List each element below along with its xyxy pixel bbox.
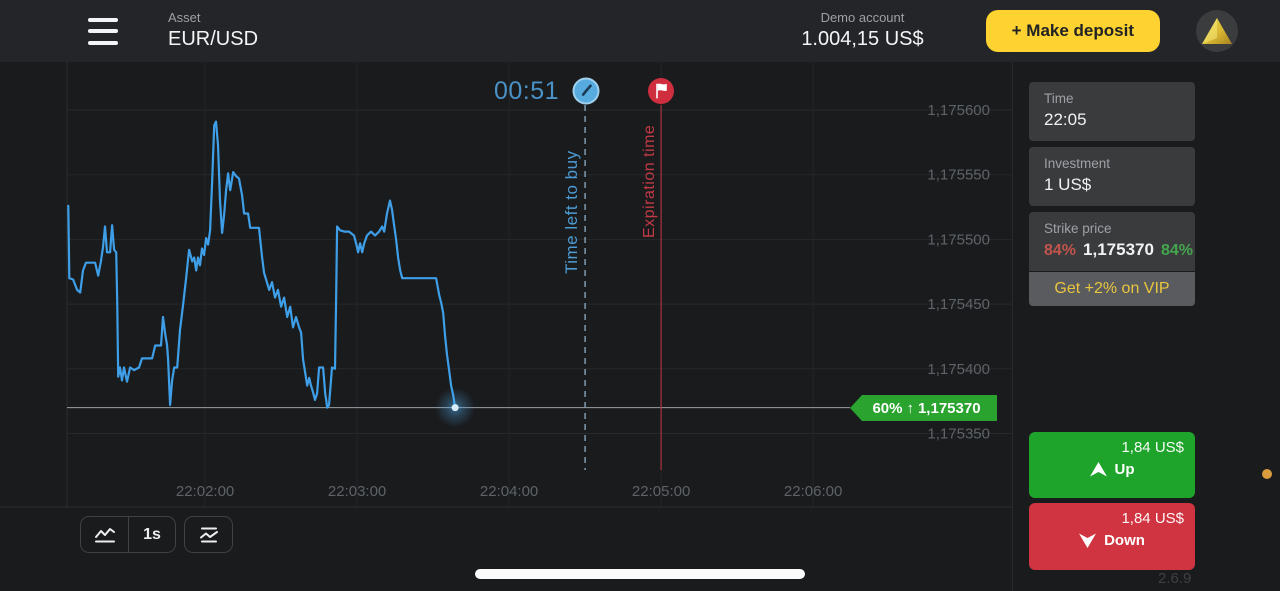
y-axis-tick-label: 1,175550 (927, 167, 990, 184)
y-axis-tick-label: 1,175500 (927, 231, 990, 248)
x-axis-tick-label: 22:02:00 (176, 483, 234, 500)
investment-value: 1 US$ (1044, 175, 1092, 194)
payout-percent-up: 84% (1160, 242, 1193, 259)
account-balance-value: 1.004,15 US$ (801, 28, 924, 51)
y-axis-tick-label: 1,175600 (927, 102, 990, 119)
menu-bar (88, 17, 118, 22)
main: 1,175600 1,175550 1,175500 1,175450 1,175400… (0, 62, 1280, 591)
avatar[interactable] (1196, 10, 1238, 52)
down-arrow-icon (1079, 533, 1097, 548)
asset-value: EUR/USD (168, 28, 259, 51)
time-value: 22:05 (1044, 110, 1087, 129)
investment-panel[interactable]: Investment 1 US$ (1029, 147, 1195, 206)
timeframe-button[interactable]: 1s (128, 517, 175, 552)
payout-percent: 60% (872, 399, 903, 417)
x-axis-tick-label: 22:05:00 (632, 483, 690, 500)
home-indicator[interactable] (475, 569, 805, 579)
up-arrow-glyph: ↑ (906, 399, 914, 417)
trade-buttons: 1,84 US$ Up 1,84 US$ Down (1029, 432, 1195, 570)
price-line-series (67, 120, 457, 409)
down-button-label: Down (1104, 532, 1145, 549)
buy-deadline-label: Time left to buy (562, 150, 581, 274)
x-axis-tick-label: 22:03:00 (328, 483, 386, 500)
up-button[interactable]: 1,84 US$ Up (1029, 432, 1195, 498)
indicators-group (184, 516, 233, 553)
menu-bar (88, 29, 118, 33)
topbar: Asset EUR/USD Demo account 1.004,15 US$ … (0, 0, 1280, 62)
y-axis-tick-label: 1,175350 (927, 426, 990, 443)
trade-panel: Time 22:05 Investment 1 US$ Strike price… (1012, 62, 1280, 591)
notification-dot (1262, 469, 1272, 479)
up-arrow-icon (1089, 462, 1107, 477)
down-payout-amount: 1,84 US$ (1121, 510, 1184, 527)
investment-label: Investment (1044, 156, 1111, 171)
indicators-button[interactable] (185, 517, 232, 552)
x-axis-tick-label: 22:04:00 (480, 483, 538, 500)
make-deposit-button[interactable]: + Make deposit (985, 10, 1160, 52)
chart-toolbar: 1s (80, 516, 233, 553)
pyramid-logo-icon (1202, 18, 1232, 44)
payout-percent-down: 84% (1044, 242, 1077, 259)
up-button-label-row: Up (1089, 461, 1135, 478)
x-axis-tick-label: 22:06:00 (784, 483, 842, 500)
time-label: Time (1044, 91, 1074, 106)
up-payout-amount: 1,84 US$ (1121, 439, 1184, 456)
asset-selector[interactable]: Asset EUR/USD (168, 9, 259, 52)
line-chart-icon (94, 527, 115, 542)
menu-button[interactable] (88, 17, 118, 45)
vip-offer-button[interactable]: Get +2% on VIP (1029, 272, 1195, 306)
down-button-label-row: Down (1079, 532, 1145, 549)
expiration-label: Expiration time (641, 125, 658, 238)
account-balance[interactable]: Demo account 1.004,15 US$ (801, 9, 924, 52)
time-panel[interactable]: Time 22:05 (1029, 82, 1195, 141)
current-price-value: 1,175370 (917, 399, 981, 417)
y-axis-tick-label: 1,175400 (927, 361, 990, 378)
chart-type-button[interactable] (81, 517, 128, 552)
chart-settings-group: 1s (80, 516, 176, 553)
down-button[interactable]: 1,84 US$ Down (1029, 503, 1195, 570)
app-version: 2.6.9 (1158, 570, 1192, 587)
indicators-icon (199, 527, 218, 542)
strike-price-row: 84% 1,175370 84% (1044, 240, 1193, 260)
last-price-dot (451, 404, 459, 412)
strike-price-label: Strike price (1044, 221, 1112, 236)
y-axis-tick-label: 1,175450 (927, 296, 990, 313)
price-chart[interactable]: 1,175600 1,175550 1,175500 1,175450 1,175400… (0, 62, 1012, 508)
up-button-label: Up (1114, 461, 1135, 478)
menu-bar (88, 40, 118, 45)
account-type-label: Demo account (820, 9, 905, 25)
chart-area: 1,175600 1,175550 1,175500 1,175450 1,175400… (0, 62, 1012, 591)
expiration-flag-icon (647, 77, 675, 105)
strike-price-value: 1,175370 (1083, 240, 1154, 259)
asset-label: Asset (168, 9, 201, 25)
strike-price-panel: Strike price 84% 1,175370 84% (1029, 212, 1195, 271)
current-price-tag: 60% ↑ 1,175370 (850, 395, 997, 421)
